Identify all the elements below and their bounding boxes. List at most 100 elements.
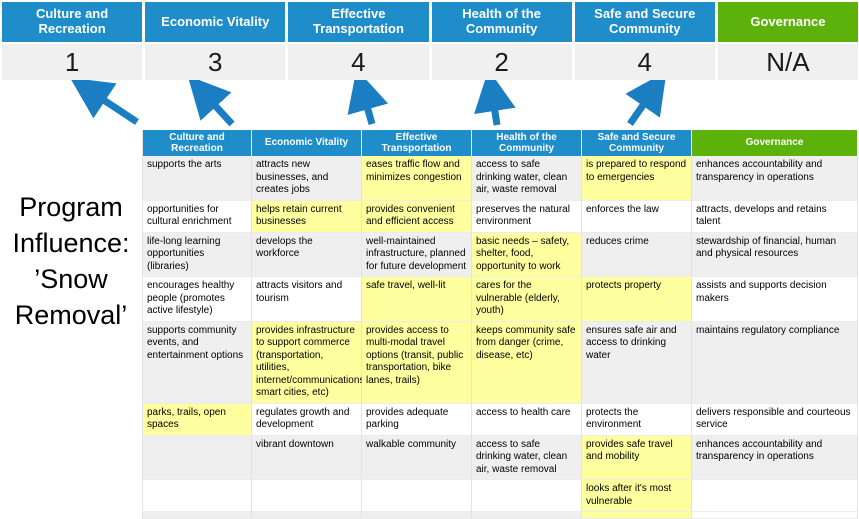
matrix-row: life-long learning opportunities (librar… — [142, 232, 858, 277]
matrix-cell: maintains regulatory compliance — [692, 321, 858, 404]
matrix-header-cell: Economic Vitality — [252, 130, 362, 156]
matrix-row: supports community events, and entertain… — [142, 321, 858, 404]
summary-column: Effective Transportation 4 — [288, 2, 429, 80]
matrix-header-cell: Effective Transportation — [362, 130, 472, 156]
matrix-cell: assists and supports decision makers — [692, 277, 858, 322]
score-value: 4 — [574, 44, 715, 80]
matrix-cell: delivers responsible and courteous servi… — [692, 403, 858, 436]
matrix-cell — [142, 480, 252, 512]
matrix-cell: enhances accountability and transparency… — [692, 156, 858, 201]
matrix-row: supports the arts attracts new businesses… — [142, 156, 858, 201]
page-title-line: Program — [19, 192, 123, 222]
matrix-cell: walkable community — [362, 435, 472, 480]
matrix-cell: regulates growth and development — [252, 403, 362, 436]
score-value: N/A — [717, 44, 858, 80]
matrix-cell: keeps community safe from danger (crime,… — [472, 321, 582, 404]
matrix-cell: life-long learning opportunities (librar… — [142, 232, 252, 277]
up-arrow-icon — [625, 80, 667, 126]
matrix-cell: attracts new businesses, and creates job… — [252, 156, 362, 201]
matrix-header-row: Culture and Recreation Economic Vitality E… — [142, 130, 858, 156]
matrix-cell: looks after it's most vulnerable — [582, 480, 692, 512]
summary-column: Culture and Recreation 1 — [2, 2, 143, 80]
matrix-cell: opportunities for cultural enrichment — [142, 200, 252, 233]
matrix-cell: provides convenient and efficient access — [362, 200, 472, 233]
matrix-table: Culture and Recreation Economic Vitality E… — [142, 130, 858, 519]
matrix-cell — [582, 512, 692, 519]
matrix-cell: supports the arts — [142, 156, 252, 201]
matrix-header-cell: Safe and Secure Community — [582, 130, 692, 156]
matrix-cell: safe travel, well-lit — [362, 277, 472, 322]
summary-column: Governance N/A — [717, 2, 858, 80]
matrix-cell — [692, 480, 858, 512]
matrix-row: looks after it's most vulnerable — [142, 480, 858, 512]
matrix-cell — [362, 480, 472, 512]
page-title-line: Removal’ — [14, 299, 128, 330]
matrix-cell: provides infrastructure to support comme… — [252, 321, 367, 404]
matrix-header-cell: Governance — [692, 130, 858, 156]
matrix-cell: provides access to multi-modal travel op… — [362, 321, 472, 404]
score-value: 1 — [2, 44, 143, 80]
matrix-cell: vibrant downtown — [252, 435, 362, 480]
matrix-cell: ensures safe air and access to drinking … — [582, 321, 692, 404]
page-title-line: ’Snow — [34, 263, 108, 294]
category-header: Economic Vitality — [145, 2, 286, 42]
page-title: Program Influence: ’Snow Removal’ — [0, 190, 142, 334]
matrix-cell: enforces the law — [582, 200, 692, 233]
matrix-row: encourages healthy people (promotes acti… — [142, 277, 858, 322]
matrix-cell: develops the workforce — [252, 232, 362, 277]
matrix-cell: protects property — [582, 277, 692, 322]
up-arrow-icon — [474, 80, 516, 126]
matrix-cell: eases traffic flow and minimizes congest… — [362, 156, 472, 201]
matrix-cell: is prepared to respond to emergencies — [582, 156, 692, 201]
matrix-cell: cares for the vulnerable (elderly, youth… — [472, 277, 582, 322]
matrix-cell: provides safe travel and mobility — [582, 435, 692, 480]
matrix-cell: attracts visitors and tourism — [252, 277, 362, 322]
matrix-cell: reduces crime — [582, 232, 692, 277]
matrix-partial-row — [142, 512, 858, 519]
category-header: Health of the Community — [431, 2, 572, 42]
matrix-cell: encourages healthy people (promotes acti… — [142, 277, 252, 322]
matrix-cell — [252, 512, 362, 519]
matrix-row: parks, trails, open spaces regulates grow… — [142, 403, 858, 436]
page-title-line: Influence: — [12, 227, 130, 258]
matrix-cell: parks, trails, open spaces — [142, 403, 252, 436]
category-header: Governance — [717, 2, 858, 42]
matrix-cell: well-maintained infrastructure, planned … — [362, 232, 472, 277]
matrix-row: vibrant downtown walkable community access… — [142, 435, 858, 480]
matrix-cell — [692, 512, 858, 519]
matrix-cell: helps retain current businesses — [252, 200, 362, 233]
matrix-cell — [362, 512, 472, 519]
matrix-cell — [472, 480, 582, 512]
up-arrow-icon — [69, 80, 139, 125]
summary-column: Economic Vitality 3 — [145, 2, 286, 80]
summary-column: Health of the Community 2 — [431, 2, 572, 80]
matrix-cell: basic needs – safety, shelter, food, opp… — [472, 232, 582, 277]
category-header: Safe and Secure Community — [574, 2, 715, 42]
category-header: Effective Transportation — [288, 2, 429, 42]
matrix-cell: supports community events, and entertain… — [142, 321, 252, 404]
score-value: 2 — [431, 44, 572, 80]
matrix-cell: access to safe drinking water, clean air… — [472, 156, 582, 201]
matrix-header-cell: Culture and Recreation — [142, 130, 252, 156]
matrix-cell: provides adequate parking — [362, 403, 472, 436]
matrix-cell — [252, 480, 362, 512]
matrix-cell: protects the environment — [582, 403, 692, 436]
influence-arrows — [69, 80, 667, 127]
matrix-header-cell: Health of the Community — [472, 130, 582, 156]
category-header: Culture and Recreation — [2, 2, 143, 42]
summary-band: Culture and Recreation 1 Economic Vitality… — [2, 2, 858, 80]
matrix-cell — [142, 512, 252, 519]
matrix-row: opportunities for cultural enrichment hel… — [142, 200, 858, 233]
matrix-cell: enhances accountability and transparency… — [692, 435, 858, 480]
matrix-cell: access to health care — [472, 403, 582, 436]
matrix-cell: attracts, develops and retains talent — [692, 200, 858, 233]
matrix-cell: preserves the natural environment — [472, 200, 582, 233]
score-value: 4 — [288, 44, 429, 80]
summary-column: Safe and Secure Community 4 — [574, 2, 715, 80]
up-arrow-icon — [347, 80, 389, 125]
matrix-cell — [142, 435, 252, 480]
matrix-cell — [472, 512, 582, 519]
matrix-cell: access to safe drinking water, clean air… — [472, 435, 582, 480]
up-arrow-icon — [187, 80, 235, 127]
matrix-cell: stewardship of financial, human and phys… — [692, 232, 858, 277]
